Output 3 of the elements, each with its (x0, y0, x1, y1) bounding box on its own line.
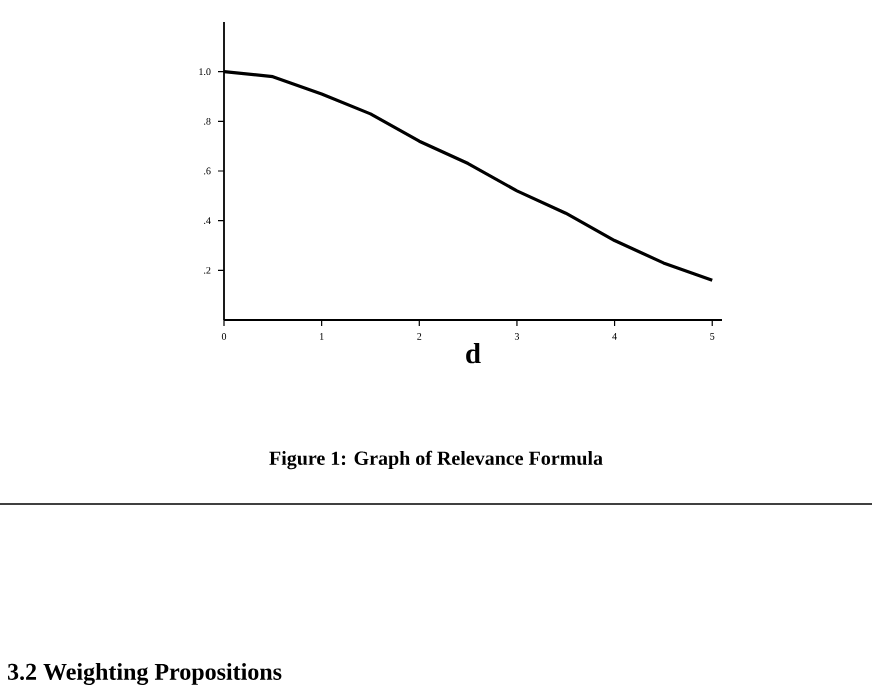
text: 3.2 Weighting Propositions (7, 663, 282, 685)
x-axis-title: d (466, 343, 481, 364)
text: Figure 1: Graph of Relevance Formula (269, 450, 603, 470)
